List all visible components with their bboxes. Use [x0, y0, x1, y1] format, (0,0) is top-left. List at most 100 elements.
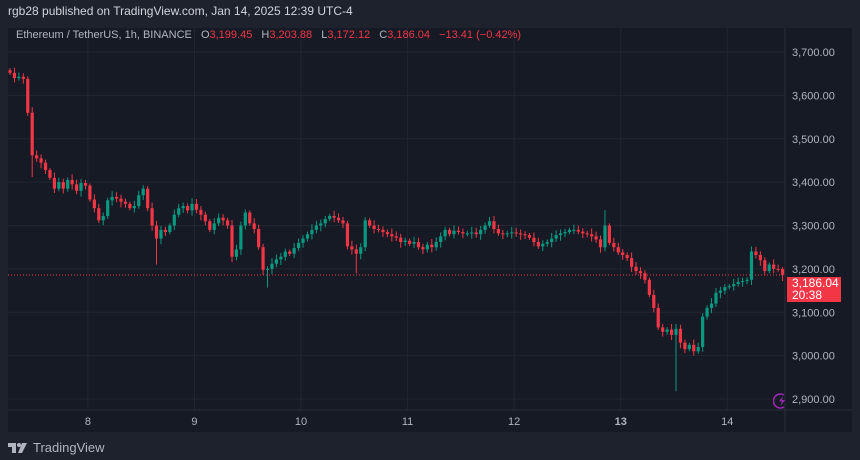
candle-up — [767, 264, 771, 272]
candle-down — [61, 182, 65, 189]
candle-up — [310, 229, 314, 235]
candle-up — [554, 235, 558, 239]
candle-up — [212, 223, 216, 230]
candle-up — [723, 287, 727, 291]
candle-down — [656, 307, 660, 328]
candle-down — [408, 240, 412, 244]
y-tick-label: 3,100.00 — [792, 307, 835, 319]
candle-down — [621, 252, 625, 256]
candle-down — [474, 232, 478, 235]
candle-down — [150, 208, 154, 226]
candle-up — [479, 229, 483, 235]
candle-down — [225, 220, 230, 226]
tradingview-logo[interactable]: TradingView — [8, 440, 105, 455]
candle-down — [692, 344, 696, 352]
candle-down — [661, 327, 665, 332]
y-tick-label: 3,200.00 — [792, 264, 835, 276]
candle-up — [412, 242, 416, 244]
candle-up — [319, 223, 323, 226]
candlestick-chart[interactable]: 3,700.00 3,600.00 3,500.00 3,400.00 3,300.00… — [8, 28, 852, 432]
x-tick-label: 13 — [615, 416, 627, 428]
candle-down — [30, 112, 34, 156]
candle-down — [221, 217, 225, 221]
candle-down — [88, 185, 92, 200]
candle-up — [283, 251, 287, 257]
candle-up — [701, 316, 705, 347]
candle-up — [359, 247, 363, 254]
candle-up — [563, 232, 567, 234]
low-value: 3,172.12 — [327, 29, 371, 41]
close-label: C — [379, 29, 388, 41]
candle-down — [456, 230, 461, 233]
candle-down — [581, 231, 585, 234]
published-caption: rgb28 published on TradingView.com, Jan … — [8, 4, 353, 18]
candle-up — [323, 219, 327, 224]
candle-up — [732, 284, 736, 287]
candle-up — [132, 206, 136, 209]
candle-down — [186, 206, 190, 211]
candle-down — [430, 244, 434, 248]
candle-up — [110, 196, 114, 201]
candle-up — [265, 268, 270, 270]
candle-down — [612, 242, 616, 248]
candle-down — [669, 329, 674, 335]
x-tick-label: 9 — [191, 416, 197, 428]
x-tick-label: 14 — [721, 416, 733, 428]
candle-down — [652, 294, 656, 308]
candle-down — [585, 233, 589, 235]
candle-down — [394, 236, 398, 238]
candle-up — [17, 76, 21, 79]
candle-down — [496, 229, 500, 234]
candle-down — [590, 234, 594, 237]
candle-down — [146, 188, 150, 209]
candle-down — [208, 221, 212, 230]
candle-down — [252, 223, 256, 230]
candle-up — [736, 281, 740, 285]
candle-up — [137, 195, 141, 207]
candle-down — [350, 246, 354, 250]
candle-down — [385, 232, 389, 235]
candle-down — [194, 203, 199, 210]
x-tick-label: 11 — [402, 416, 413, 428]
candle-down — [230, 225, 234, 257]
candle-up — [66, 180, 70, 189]
candle-up — [718, 290, 722, 293]
candle-down — [97, 208, 101, 221]
candle-up — [270, 263, 274, 269]
candle-up — [243, 212, 247, 226]
candle-up — [305, 234, 310, 239]
y-tick-label: 3,300.00 — [792, 221, 835, 233]
candle-down — [341, 220, 345, 224]
candle-down — [163, 229, 167, 233]
candle-down — [8, 70, 12, 73]
candle-down — [638, 271, 643, 274]
candle-down — [519, 233, 523, 235]
candle-up — [483, 225, 487, 230]
last-price-label: 3,186.04 20:38 — [787, 277, 841, 302]
lightning-icon[interactable] — [773, 392, 789, 410]
candle-down — [257, 229, 261, 248]
candle-down — [52, 177, 56, 189]
candle-up — [106, 200, 110, 216]
candle-down — [527, 235, 532, 238]
candle-down — [128, 203, 132, 209]
x-tick-label: 8 — [85, 416, 91, 428]
candle-down — [154, 225, 159, 239]
candle-up — [705, 307, 709, 317]
candle-down — [416, 242, 421, 248]
candle-down — [332, 216, 336, 218]
candle-down — [288, 251, 292, 254]
candle-up — [674, 328, 678, 335]
candle-down — [634, 266, 638, 272]
candle-up — [79, 183, 83, 191]
candle-up — [505, 233, 509, 235]
candle-up — [363, 220, 367, 248]
candle-up — [177, 208, 181, 215]
candle-down — [643, 273, 647, 280]
candle-up — [190, 203, 194, 211]
candle-down — [447, 229, 452, 235]
candle-down — [75, 184, 79, 191]
candle-up — [297, 242, 301, 249]
candle-up — [279, 256, 283, 260]
candle-down — [83, 183, 88, 186]
